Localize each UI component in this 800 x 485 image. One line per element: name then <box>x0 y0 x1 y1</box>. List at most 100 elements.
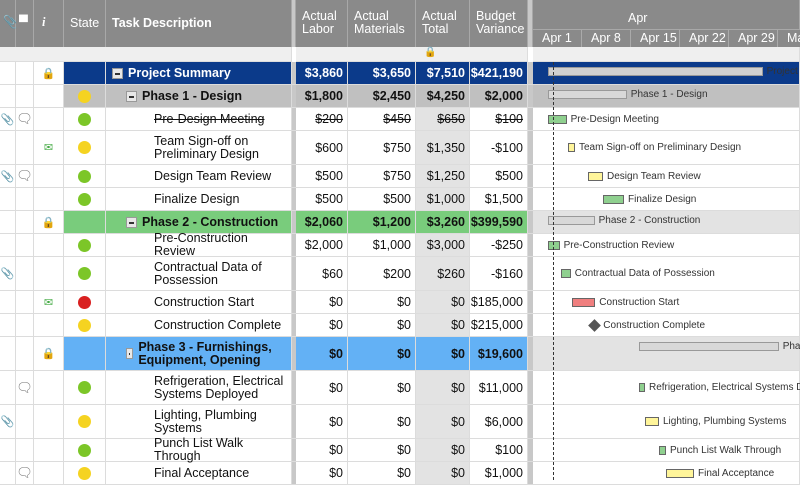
info-cell[interactable]: 🔒 <box>34 211 64 233</box>
variance-cell[interactable]: $399,590 <box>470 211 528 233</box>
task-cell[interactable]: Project Summary <box>106 62 292 84</box>
labor-cell[interactable]: $3,860 <box>296 62 348 84</box>
materials-cell[interactable]: $750 <box>348 131 416 164</box>
total-cell[interactable]: $0 <box>416 462 470 484</box>
comment-cell[interactable] <box>16 314 34 336</box>
gantt-cell[interactable] <box>533 371 800 404</box>
comment-cell[interactable] <box>16 337 34 370</box>
info-cell[interactable] <box>34 439 64 461</box>
comment-cell[interactable] <box>16 439 34 461</box>
gantt-cell[interactable] <box>533 257 800 290</box>
labor-cell[interactable]: $500 <box>296 165 348 187</box>
attachment-cell[interactable] <box>0 62 16 84</box>
comment-cell[interactable] <box>16 188 34 210</box>
materials-cell[interactable]: $0 <box>348 439 416 461</box>
comment-cell[interactable]: 🗨 <box>16 165 34 187</box>
attachment-cell[interactable] <box>0 188 16 210</box>
comment-icon[interactable]: 🗨 <box>16 465 33 480</box>
total-column-header[interactable]: Actual Total <box>416 0 470 47</box>
attachment-cell[interactable] <box>0 211 16 233</box>
state-cell[interactable] <box>64 85 106 107</box>
total-cell[interactable]: $4,250 <box>416 85 470 107</box>
info-cell[interactable]: 🔒 <box>34 62 64 84</box>
gantt-cell[interactable] <box>533 131 800 164</box>
total-cell[interactable]: $0 <box>416 405 470 438</box>
state-cell[interactable] <box>64 371 106 404</box>
labor-cell[interactable]: $0 <box>296 405 348 438</box>
variance-cell[interactable]: $1,500 <box>470 188 528 210</box>
paperclip-icon[interactable]: 📎 <box>0 416 15 428</box>
state-cell[interactable] <box>64 211 106 233</box>
attachment-cell[interactable] <box>0 131 16 164</box>
task-column-header[interactable]: Task Description <box>106 0 292 47</box>
task-cell[interactable]: Construction Start <box>106 291 292 313</box>
attachment-cell[interactable] <box>0 314 16 336</box>
gantt-bar[interactable] <box>588 171 603 181</box>
collapse-icon[interactable] <box>112 67 123 79</box>
gantt-bar[interactable] <box>547 90 627 99</box>
materials-cell[interactable]: $1,200 <box>348 211 416 233</box>
gantt-bar[interactable] <box>603 194 624 204</box>
state-cell[interactable] <box>64 165 106 187</box>
info-cell[interactable] <box>34 108 64 130</box>
state-column-header[interactable]: State <box>64 0 106 47</box>
state-cell[interactable] <box>64 405 106 438</box>
task-cell[interactable]: Construction Complete <box>106 314 292 336</box>
materials-cell[interactable]: $2,450 <box>348 85 416 107</box>
task-row[interactable]: Construction Complete $0 $0 $0 $215,000 Const… <box>0 314 800 337</box>
info-cell[interactable]: ✉ <box>34 291 64 313</box>
state-cell[interactable] <box>64 131 106 164</box>
task-row[interactable]: 📎 Lighting, Plumbing Systems $0 $0 $0 $6,000 L… <box>0 405 800 439</box>
gantt-bar[interactable] <box>638 383 645 392</box>
variance-cell[interactable]: -$100 <box>470 131 528 164</box>
state-cell[interactable] <box>64 257 106 290</box>
gantt-bar[interactable] <box>666 468 694 478</box>
comment-cell[interactable] <box>16 257 34 290</box>
labor-cell[interactable]: $0 <box>296 337 348 370</box>
task-row[interactable]: 🗨 Final Acceptance $0 $0 $0 $1,000 Final Accep… <box>0 462 800 485</box>
task-cell[interactable]: Phase 3 - Furnishings, Equipment, Openin… <box>106 337 292 370</box>
variance-cell[interactable]: $6,000 <box>470 405 528 438</box>
attachment-cell[interactable] <box>0 439 16 461</box>
paperclip-icon[interactable]: 📎 <box>0 170 15 183</box>
attachment-cell[interactable] <box>0 234 16 256</box>
total-cell[interactable]: $0 <box>416 314 470 336</box>
gantt-bar[interactable] <box>547 67 763 76</box>
materials-cell[interactable]: $1,000 <box>348 234 416 256</box>
comment-cell[interactable]: 🗨 <box>16 108 34 130</box>
total-cell[interactable]: $3,000 <box>416 234 470 256</box>
comment-cell[interactable]: 🗨 <box>16 462 34 484</box>
divider[interactable] <box>528 0 533 47</box>
total-cell[interactable]: $0 <box>416 291 470 313</box>
info-cell[interactable] <box>34 405 64 438</box>
materials-cell[interactable]: $0 <box>348 337 416 370</box>
comment-cell[interactable] <box>16 211 34 233</box>
info-cell[interactable] <box>34 165 64 187</box>
total-cell[interactable]: $0 <box>416 371 470 404</box>
task-cell[interactable]: Contractual Data of Possession <box>106 257 292 290</box>
variance-column-header[interactable]: Budget Variance <box>470 0 528 47</box>
state-cell[interactable] <box>64 314 106 336</box>
paperclip-icon[interactable]: 📎 <box>0 113 15 126</box>
task-cell[interactable]: Punch List Walk Through <box>106 437 292 463</box>
mail-icon[interactable]: ✉ <box>43 296 54 309</box>
total-cell[interactable]: $1,000 <box>416 188 470 210</box>
state-cell[interactable] <box>64 62 106 84</box>
task-cell[interactable]: Lighting, Plumbing Systems <box>106 405 292 438</box>
variance-cell[interactable]: $215,000 <box>470 314 528 336</box>
labor-cell[interactable]: $2,000 <box>296 234 348 256</box>
materials-cell[interactable]: $450 <box>348 108 416 130</box>
comment-cell[interactable] <box>16 131 34 164</box>
variance-cell[interactable]: -$250 <box>470 234 528 256</box>
variance-cell[interactable]: $500 <box>470 165 528 187</box>
gantt-bar[interactable] <box>645 417 659 426</box>
task-cell[interactable]: Final Acceptance <box>106 462 292 484</box>
summary-row[interactable]: 🔒 Phase 3 - Furnishings, Equipment, Openi… <box>0 337 800 371</box>
state-cell[interactable] <box>64 337 106 370</box>
comment-icon[interactable]: 🗨 <box>16 111 33 126</box>
labor-cell[interactable]: $0 <box>296 439 348 461</box>
gantt-bar[interactable] <box>638 342 779 351</box>
info-cell[interactable] <box>34 188 64 210</box>
variance-cell[interactable]: $421,190 <box>470 62 528 84</box>
task-row[interactable]: 📎 Contractual Data of Possession $60 $200 $2… <box>0 257 800 291</box>
